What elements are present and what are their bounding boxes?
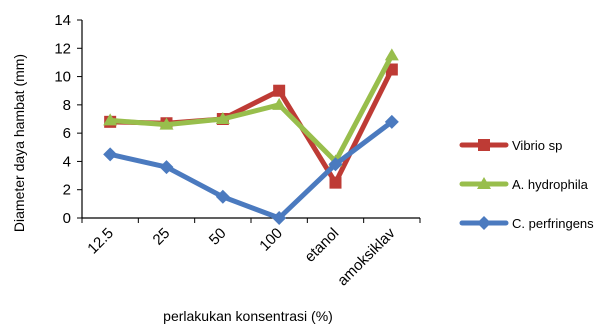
point-c-perfringens-100 bbox=[272, 211, 287, 225]
legend: Vibrio sp A. hydrophila C. perfringens bbox=[459, 138, 594, 231]
y-tick-label-6: 6 bbox=[63, 125, 71, 142]
x-tick-label-50: 50 bbox=[206, 225, 230, 249]
legend-item-a-hydrophila: A. hydrophila bbox=[459, 177, 589, 192]
point-c-perfringens-25 bbox=[159, 160, 174, 175]
point-a-hydrophila-50 bbox=[215, 112, 230, 124]
legend-item-c-perfringens: C. perfringens bbox=[459, 216, 594, 231]
y-axis-title: Diameter daya hambat (mm) bbox=[11, 54, 27, 232]
y-tick-label-4: 4 bbox=[63, 153, 71, 170]
y-tick-label-2: 2 bbox=[63, 182, 71, 199]
y-tick-label-8: 8 bbox=[63, 97, 71, 114]
legend-marker-a-hydrophila bbox=[477, 177, 491, 189]
legend-marker-vibrio-sp bbox=[478, 139, 490, 151]
legend-label-vibrio-sp: Vibrio sp bbox=[512, 138, 562, 153]
x-tick-label-25: 25 bbox=[150, 225, 174, 249]
y-tick-label-14: 14 bbox=[54, 12, 71, 29]
y-tick-label-12: 12 bbox=[54, 40, 71, 57]
y-axis-ticks: 0 2 4 6 8 10 12 14 bbox=[54, 12, 82, 227]
point-a-hydrophila-100 bbox=[272, 97, 287, 110]
y-tick-label-0: 0 bbox=[63, 210, 71, 227]
point-c-perfringens-amoksiklav bbox=[384, 114, 399, 129]
x-tick-label-etanol: etanol bbox=[301, 225, 342, 266]
point-vibrio-sp-etanol bbox=[329, 176, 342, 189]
series-c-perfringens bbox=[103, 114, 399, 225]
point-a-hydrophila-12-5 bbox=[103, 113, 118, 126]
point-vibrio-sp-100 bbox=[273, 84, 286, 97]
legend-item-vibrio-sp: Vibrio sp bbox=[459, 138, 562, 153]
series-line-a-hydrophila bbox=[107, 52, 395, 164]
point-a-hydrophila-25 bbox=[159, 117, 174, 130]
legend-marker-c-perfringens bbox=[477, 216, 491, 230]
point-a-hydrophila-amoksiklav bbox=[384, 48, 399, 61]
x-tick-label-amoksiklav: amoksiklav bbox=[334, 224, 399, 289]
legend-label-c-perfringens: C. perfringens bbox=[512, 216, 594, 231]
legend-label-a-hydrophila: A. hydrophila bbox=[512, 177, 589, 192]
x-tick-label-12-5: 12.5 bbox=[84, 225, 117, 258]
point-c-perfringens-12-5 bbox=[103, 147, 118, 162]
point-c-perfringens-etanol bbox=[328, 157, 343, 172]
series-layer bbox=[103, 48, 399, 225]
x-tick-label-100: 100 bbox=[256, 225, 286, 255]
x-axis-title: perlakukan konsentrasi (%) bbox=[163, 308, 333, 324]
y-tick-label-10: 10 bbox=[54, 69, 71, 86]
series-line-c-perfringens bbox=[107, 119, 395, 221]
point-vibrio-sp-amoksiklav bbox=[385, 63, 398, 76]
point-c-perfringens-50 bbox=[215, 189, 230, 204]
